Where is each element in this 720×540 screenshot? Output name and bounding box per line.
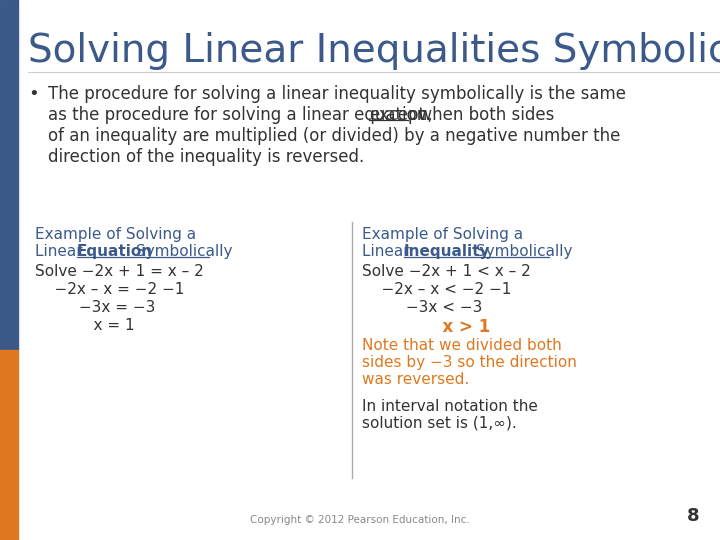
Text: Symbolically: Symbolically bbox=[130, 244, 232, 259]
Text: x > 1: x > 1 bbox=[362, 318, 490, 336]
Text: Solve −2x + 1 = x – 2: Solve −2x + 1 = x – 2 bbox=[35, 264, 204, 279]
Text: •: • bbox=[28, 85, 39, 103]
Text: of an inequality are multiplied (or divided) by a negative number the: of an inequality are multiplied (or divi… bbox=[48, 127, 621, 145]
Text: 8: 8 bbox=[688, 507, 700, 525]
Text: Linear: Linear bbox=[362, 244, 415, 259]
Text: sides by −3 so the direction: sides by −3 so the direction bbox=[362, 355, 577, 370]
Text: Linear: Linear bbox=[35, 244, 88, 259]
Text: −2x – x < −2 −1: −2x – x < −2 −1 bbox=[362, 282, 511, 297]
Text: Note that we divided both: Note that we divided both bbox=[362, 338, 562, 353]
Text: Equation: Equation bbox=[77, 244, 153, 259]
Text: −3x < −3: −3x < −3 bbox=[362, 300, 482, 315]
Text: Inequality: Inequality bbox=[404, 244, 490, 259]
Text: Example of Solving a: Example of Solving a bbox=[35, 227, 196, 242]
Bar bbox=[0, 350, 18, 540]
Text: Symbolically: Symbolically bbox=[471, 244, 572, 259]
Text: Solve −2x + 1 < x – 2: Solve −2x + 1 < x – 2 bbox=[362, 264, 531, 279]
Text: −3x = −3: −3x = −3 bbox=[35, 300, 156, 315]
Text: as the procedure for solving a linear equation,: as the procedure for solving a linear eq… bbox=[48, 106, 443, 124]
Text: The procedure for solving a linear inequality symbolically is the same: The procedure for solving a linear inequ… bbox=[48, 85, 626, 103]
Text: Copyright © 2012 Pearson Education, Inc.: Copyright © 2012 Pearson Education, Inc. bbox=[250, 515, 470, 525]
Text: Example of Solving a: Example of Solving a bbox=[362, 227, 523, 242]
Text: when both sides: when both sides bbox=[408, 106, 554, 124]
Text: −2x – x = −2 −1: −2x – x = −2 −1 bbox=[35, 282, 184, 297]
Text: was reversed.: was reversed. bbox=[362, 372, 469, 387]
Bar bbox=[0, 0, 18, 350]
Text: In interval notation the: In interval notation the bbox=[362, 399, 538, 414]
Text: x = 1: x = 1 bbox=[35, 318, 135, 333]
Text: direction of the inequality is reversed.: direction of the inequality is reversed. bbox=[48, 148, 364, 166]
Text: Solving Linear Inequalities Symbolically: Solving Linear Inequalities Symbolically bbox=[28, 32, 720, 70]
Text: solution set is (1,∞).: solution set is (1,∞). bbox=[362, 416, 517, 431]
Text: except: except bbox=[369, 106, 425, 124]
